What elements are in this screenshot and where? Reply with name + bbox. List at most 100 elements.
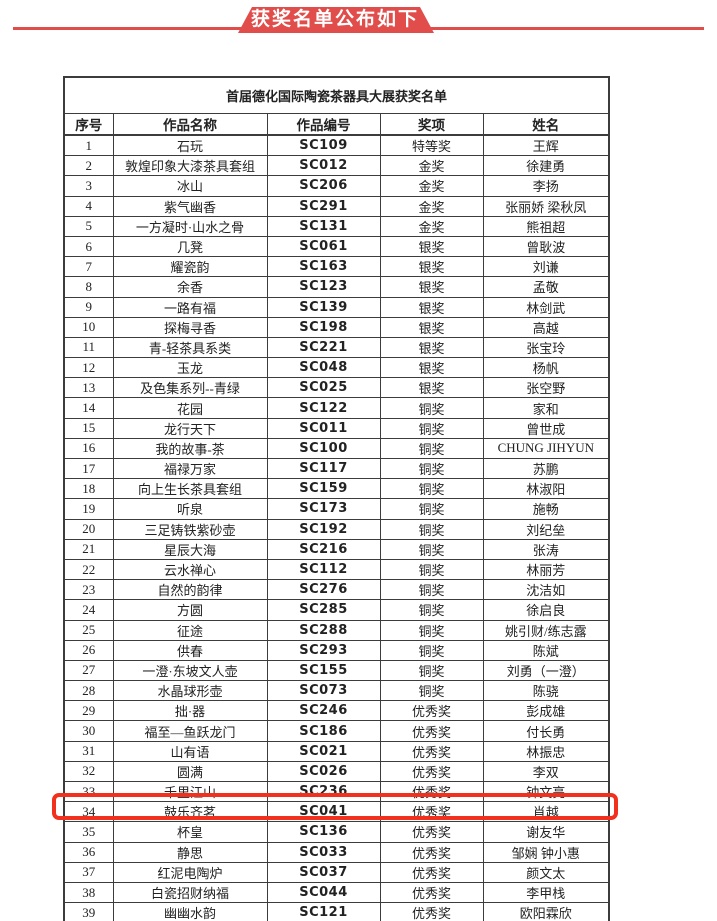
table-cell: 39 bbox=[63, 902, 114, 921]
table-cell: SC136 bbox=[266, 821, 381, 843]
table-cell: 铜奖 bbox=[379, 558, 484, 581]
table-cell: 青-轻茶具系类 bbox=[112, 336, 268, 359]
table-cell: SC073 bbox=[266, 680, 381, 702]
table-title-row: 首届德化国际陶瓷茶器具大展获奖名单 bbox=[63, 76, 610, 114]
table-cell: SC206 bbox=[266, 175, 381, 197]
table-cell: 5 bbox=[63, 215, 114, 237]
table-cell: 铜奖 bbox=[379, 599, 484, 621]
table-cell: 铜奖 bbox=[379, 478, 484, 500]
table-cell: 26 bbox=[63, 639, 114, 661]
table-row: 21 星辰大海 SC216 铜奖 张涛 bbox=[63, 538, 610, 560]
table-cell: 优秀奖 bbox=[379, 700, 484, 722]
table-row: 8 余香 SC123 银奖 孟敬 bbox=[63, 276, 610, 298]
table-cell: SC159 bbox=[266, 478, 381, 500]
table-cell: 姚引财/练志露 bbox=[482, 619, 610, 641]
table-cell: 银奖 bbox=[379, 357, 484, 379]
table-cell: 38 bbox=[63, 881, 114, 904]
table-row: 20 三足铸铁紫砂壶 SC192 铜奖 刘纪垒 bbox=[63, 518, 610, 540]
table-cell: 玉龙 bbox=[112, 357, 268, 379]
table-cell: 花园 bbox=[112, 397, 268, 419]
table-cell: 银奖 bbox=[379, 316, 484, 338]
table-cell: 几凳 bbox=[112, 235, 268, 258]
table-row: 31 山有语 SC021 优秀奖 林振忠 bbox=[63, 740, 610, 762]
table-cell: 8 bbox=[63, 276, 114, 298]
table-cell: 李甲栈 bbox=[482, 881, 610, 904]
table-row: 7 耀瓷韵 SC163 银奖 刘谦 bbox=[63, 256, 610, 278]
table-cell: 22 bbox=[63, 558, 114, 581]
table-row: 11 青-轻茶具系类 SC221 银奖 张宝玲 bbox=[63, 336, 610, 359]
table-cell: SC044 bbox=[266, 881, 381, 904]
table-cell: SC236 bbox=[266, 780, 381, 803]
table-cell: SC246 bbox=[266, 700, 381, 722]
table-cell: 耀瓷韵 bbox=[112, 256, 268, 278]
table-cell: 自然的韵律 bbox=[112, 579, 268, 601]
column-header: 作品编号 bbox=[266, 113, 381, 136]
column-header: 姓名 bbox=[482, 113, 610, 136]
table-cell: 方圆 bbox=[112, 599, 268, 621]
table-row: 39 幽幽水韵 SC121 优秀奖 欧阳霖欣 bbox=[63, 902, 610, 921]
table-cell: 千里江山 bbox=[112, 780, 268, 803]
table-cell: 余香 bbox=[112, 276, 268, 298]
table-cell: SC122 bbox=[266, 397, 381, 419]
table-cell: 付长勇 bbox=[482, 720, 610, 742]
table-cell: SC198 bbox=[266, 316, 381, 338]
table-cell: SC026 bbox=[266, 760, 381, 783]
table-cell: 10 bbox=[63, 316, 114, 338]
table-cell: 铜奖 bbox=[379, 619, 484, 641]
table-cell: 铜奖 bbox=[379, 538, 484, 560]
table-cell: 幽幽水韵 bbox=[112, 902, 268, 921]
table-title: 首届德化国际陶瓷茶器具大展获奖名单 bbox=[63, 76, 610, 114]
table-cell: 李扬 bbox=[482, 175, 610, 197]
table-cell: SC100 bbox=[266, 437, 381, 460]
table-cell: SC121 bbox=[266, 902, 381, 921]
table-row: 4 紫气幽香 SC291 金奖 张丽娇 梁秋凤 bbox=[63, 195, 610, 217]
table-cell: SC025 bbox=[266, 377, 381, 399]
table-cell: CHUNG JIHYUN bbox=[482, 437, 610, 460]
table-cell: 9 bbox=[63, 296, 114, 318]
table-cell: 20 bbox=[63, 518, 114, 540]
table-cell: 优秀奖 bbox=[379, 720, 484, 742]
table-cell: 铜奖 bbox=[379, 639, 484, 661]
table-row: 29 拙·器 SC246 优秀奖 彭成雄 bbox=[63, 700, 610, 722]
table-row: 36 静思 SC033 优秀奖 邹娴 钟小惠 bbox=[63, 841, 610, 863]
table-cell: 铜奖 bbox=[379, 659, 484, 682]
table-cell: 刘勇（一澄） bbox=[482, 659, 610, 682]
table-cell: 我的故事-茶 bbox=[112, 437, 268, 460]
column-header: 奖项 bbox=[379, 113, 484, 136]
table-cell: 高越 bbox=[482, 316, 610, 338]
table-cell: 圆满 bbox=[112, 760, 268, 783]
table-cell: 优秀奖 bbox=[379, 902, 484, 921]
table-cell: 静思 bbox=[112, 841, 268, 863]
table-row: 1 石玩 SC109 特等奖 王辉 bbox=[63, 134, 610, 157]
table-cell: 32 bbox=[63, 760, 114, 783]
table-cell: 鼓乐齐茗 bbox=[112, 801, 268, 823]
table-cell: 31 bbox=[63, 740, 114, 762]
table-cell: 肖越 bbox=[482, 801, 610, 823]
table-cell: SC291 bbox=[266, 195, 381, 217]
table-cell: 25 bbox=[63, 619, 114, 641]
table-cell: 银奖 bbox=[379, 296, 484, 318]
table-cell: 6 bbox=[63, 235, 114, 258]
table-cell: 铜奖 bbox=[379, 417, 484, 439]
table-cell: 杯皇 bbox=[112, 821, 268, 843]
table-cell: 山有语 bbox=[112, 740, 268, 762]
table-cell: 一方凝时·山水之骨 bbox=[112, 215, 268, 237]
table-cell: 徐建勇 bbox=[482, 155, 610, 177]
table-cell: 杨帆 bbox=[482, 357, 610, 379]
table-cell: 金奖 bbox=[379, 195, 484, 217]
table-cell: 听泉 bbox=[112, 498, 268, 520]
table-cell: 沈洁如 bbox=[482, 579, 610, 601]
table-cell: 铜奖 bbox=[379, 437, 484, 460]
table-cell: 15 bbox=[63, 417, 114, 439]
table-cell: 12 bbox=[63, 357, 114, 379]
table-cell: 7 bbox=[63, 256, 114, 278]
table-cell: 张丽娇 梁秋凤 bbox=[482, 195, 610, 217]
table-cell: SC276 bbox=[266, 579, 381, 601]
table-cell: 白瓷招财纳福 bbox=[112, 881, 268, 904]
table-cell: 优秀奖 bbox=[379, 801, 484, 823]
table-cell: 优秀奖 bbox=[379, 740, 484, 762]
table-row: 38 白瓷招财纳福 SC044 优秀奖 李甲栈 bbox=[63, 881, 610, 904]
table-cell: 三足铸铁紫砂壶 bbox=[112, 518, 268, 540]
table-cell: SC033 bbox=[266, 841, 381, 863]
